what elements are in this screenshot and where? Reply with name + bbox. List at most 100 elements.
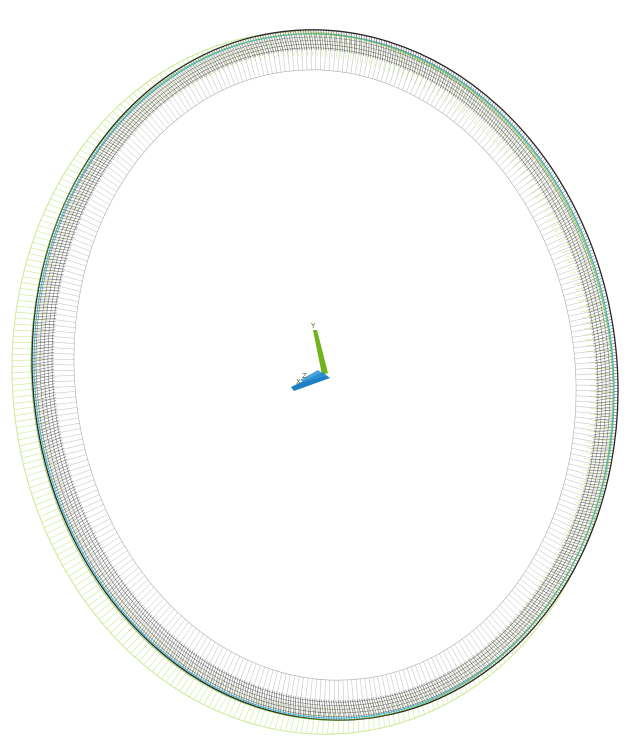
mesh-line <box>46 458 68 470</box>
mesh-line <box>33 328 75 334</box>
mesh-line <box>15 317 47 321</box>
mesh-line <box>401 52 417 90</box>
mesh-line <box>25 264 57 272</box>
mesh-line <box>580 272 601 283</box>
mesh-line <box>328 30 332 71</box>
mesh-line <box>280 692 282 714</box>
mesh-line <box>321 699 325 720</box>
mesh-line <box>391 43 395 65</box>
mesh-line <box>410 56 427 94</box>
mesh-line <box>427 659 444 697</box>
mesh-line <box>512 617 529 639</box>
mesh-line <box>516 155 535 172</box>
mesh-line <box>346 32 348 53</box>
mesh-line <box>243 663 257 702</box>
mesh-line <box>226 42 238 66</box>
mesh-line <box>364 678 371 719</box>
mesh-line <box>302 697 304 718</box>
mesh-line <box>56 484 96 501</box>
mesh-line <box>569 238 589 251</box>
mesh-line <box>566 295 607 307</box>
mesh-line <box>32 375 75 378</box>
mesh-line <box>159 73 178 95</box>
mesh-line <box>35 408 58 417</box>
mesh-line <box>573 432 616 440</box>
mesh-line <box>58 489 98 507</box>
mesh-line <box>572 442 614 452</box>
mesh-line <box>75 529 94 545</box>
mesh-line <box>56 539 86 556</box>
mesh-line <box>571 272 595 280</box>
mesh-line <box>61 494 100 512</box>
mesh-line <box>59 214 98 233</box>
mesh-line <box>88 586 114 606</box>
mesh-line <box>221 44 234 68</box>
mesh-line <box>41 438 83 449</box>
mesh-line <box>565 478 605 492</box>
mesh-line <box>71 188 108 210</box>
mesh-line <box>566 527 588 541</box>
mesh-line <box>573 506 596 519</box>
mesh-line <box>128 590 158 621</box>
mesh-line <box>120 594 135 612</box>
mesh-line <box>39 284 62 286</box>
mesh-line <box>54 534 83 551</box>
mesh-line <box>129 107 157 139</box>
mesh-line <box>550 238 589 256</box>
mesh-line <box>45 258 67 262</box>
mesh-line <box>34 310 77 318</box>
mesh-line <box>285 703 294 732</box>
mesh-line <box>516 165 551 192</box>
mesh-line <box>128 96 150 116</box>
mesh-line <box>562 219 581 233</box>
mesh-line <box>582 469 607 478</box>
mesh-line <box>78 175 99 185</box>
mesh-line <box>502 142 534 171</box>
mesh-line <box>532 195 569 218</box>
mesh-line <box>556 508 595 525</box>
mesh-line <box>537 205 575 227</box>
mesh-line <box>508 151 541 179</box>
mesh-line <box>571 511 594 525</box>
mesh-line <box>359 35 368 76</box>
mesh-line <box>578 263 599 275</box>
mesh-line <box>33 326 56 329</box>
mesh-line <box>209 665 217 687</box>
ring-radial-mesh <box>31 29 619 721</box>
mesh-line <box>87 541 123 565</box>
mesh-line <box>181 633 204 669</box>
mesh-line <box>36 230 66 240</box>
mesh-line <box>211 51 227 89</box>
mesh-line <box>398 670 410 710</box>
mesh-line <box>186 636 208 672</box>
mesh-line <box>557 260 598 276</box>
mesh-line <box>218 653 236 692</box>
mesh-line <box>285 694 287 715</box>
mesh-line <box>65 554 94 572</box>
mesh-line <box>58 183 86 196</box>
mesh-line <box>38 422 80 432</box>
mesh-line <box>539 211 577 232</box>
mesh-line <box>358 704 360 733</box>
mesh-line <box>505 597 536 627</box>
mesh-line <box>204 646 224 684</box>
mesh-line <box>139 601 168 633</box>
mesh-line <box>116 590 132 608</box>
mesh-line <box>525 570 559 596</box>
mesh-line <box>438 75 460 111</box>
mesh-line <box>387 48 393 72</box>
mesh-line <box>188 62 207 99</box>
mesh-line <box>476 627 501 661</box>
mesh-line <box>363 35 365 56</box>
triad-y-axis-arrow <box>313 330 328 375</box>
coordinate-triad: Y X Z <box>291 322 330 391</box>
mesh-line <box>32 337 55 341</box>
mesh-line <box>151 612 178 645</box>
mesh-line <box>542 540 579 562</box>
mesh-line <box>473 104 488 125</box>
mesh-line <box>124 99 146 119</box>
mesh-line <box>303 677 309 718</box>
mesh-line <box>571 448 613 458</box>
mesh-line <box>570 453 612 463</box>
